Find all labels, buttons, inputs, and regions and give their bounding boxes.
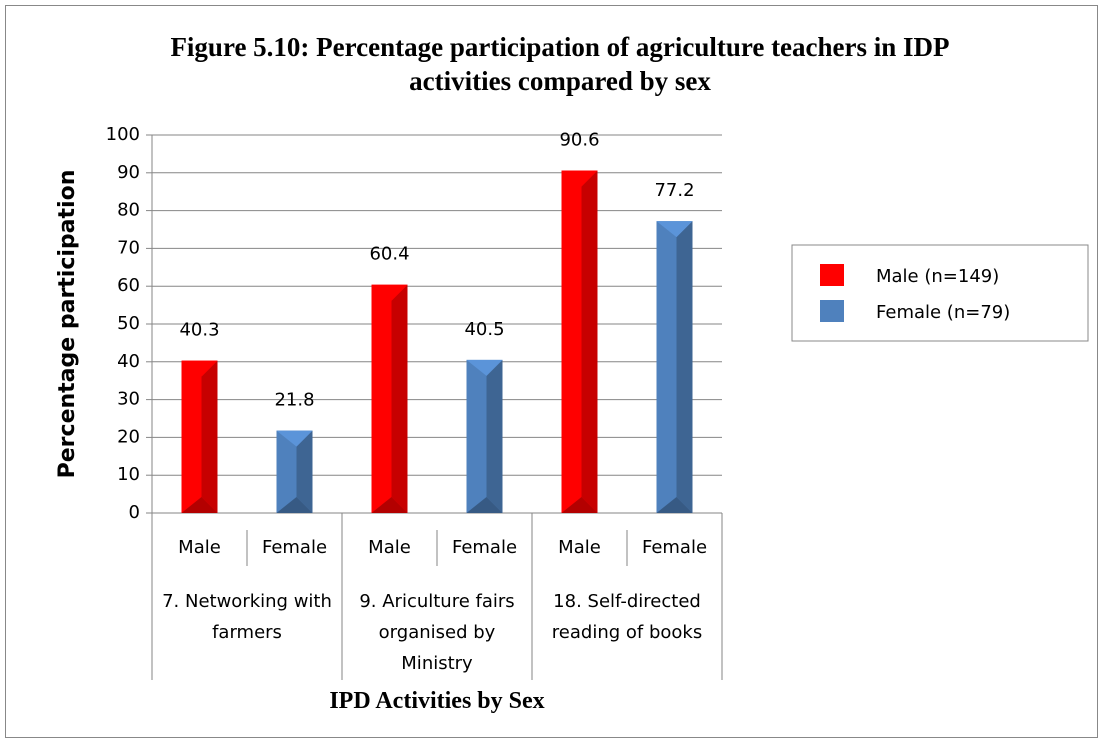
x-subcategory-label: Female <box>262 537 327 558</box>
bar-top <box>656 221 693 238</box>
y-tick-label: 80 <box>117 200 140 221</box>
x-subcategory-label: Male <box>368 537 411 558</box>
legend-box <box>791 244 1089 342</box>
x-group-label: 7. Networking with farmers <box>162 591 332 643</box>
y-tick-label: 90 <box>117 162 140 183</box>
bar-top <box>181 360 218 377</box>
data-label: 21.8 <box>274 390 314 411</box>
x-group-label: 18. Self-directed reading of books <box>551 591 703 643</box>
bar-top <box>466 359 503 376</box>
bar-shade <box>296 430 313 513</box>
data-label: 40.3 <box>179 320 219 341</box>
legend-label: Male (n=149) <box>876 266 999 287</box>
data-label: 77.2 <box>654 180 694 201</box>
y-tick-label: 60 <box>117 275 140 296</box>
bar-bottom <box>371 497 408 513</box>
x-subcategory-label: Male <box>178 537 221 558</box>
legend-swatch <box>820 264 844 286</box>
data-label: 60.4 <box>369 244 409 265</box>
bar-shade <box>391 284 408 513</box>
bar-shade <box>676 221 693 513</box>
y-tick-label: 100 <box>106 124 140 145</box>
chart-frame <box>5 5 1098 738</box>
y-tick-label: 30 <box>117 389 140 410</box>
bar-top <box>371 284 408 301</box>
bar-bottom <box>656 497 693 513</box>
x-subcategory-label: Female <box>642 537 707 558</box>
bar-bottom <box>561 497 598 513</box>
bar-top <box>561 170 598 187</box>
data-label: 40.5 <box>464 319 504 340</box>
y-tick-label: 10 <box>117 464 140 485</box>
x-group-label: 9. Ariculture fairs organised by Ministr… <box>359 591 515 674</box>
chart-title: Figure 5.10: Percentage participation of… <box>170 32 950 96</box>
bar-bottom <box>276 497 313 513</box>
y-tick-label: 40 <box>117 351 140 372</box>
y-tick-label: 70 <box>117 237 140 258</box>
bar-bottom <box>181 497 218 513</box>
bar-bottom <box>466 497 503 513</box>
bar-shade <box>201 360 218 513</box>
bar-top <box>276 430 313 447</box>
y-axis-title: Percentage participation <box>55 170 80 479</box>
legend-swatch <box>820 300 844 322</box>
y-tick-label: 0 <box>129 502 140 523</box>
x-subcategory-label: Female <box>452 537 517 558</box>
x-axis-title: IPD Activities by Sex <box>329 688 545 714</box>
data-label: 90.6 <box>559 130 599 151</box>
bar-shade <box>581 170 598 514</box>
y-tick-label: 20 <box>117 426 140 447</box>
legend-label: Female (n=79) <box>876 302 1010 323</box>
bar-shade <box>486 359 503 513</box>
y-tick-label: 50 <box>117 313 140 334</box>
x-subcategory-label: Male <box>558 537 601 558</box>
